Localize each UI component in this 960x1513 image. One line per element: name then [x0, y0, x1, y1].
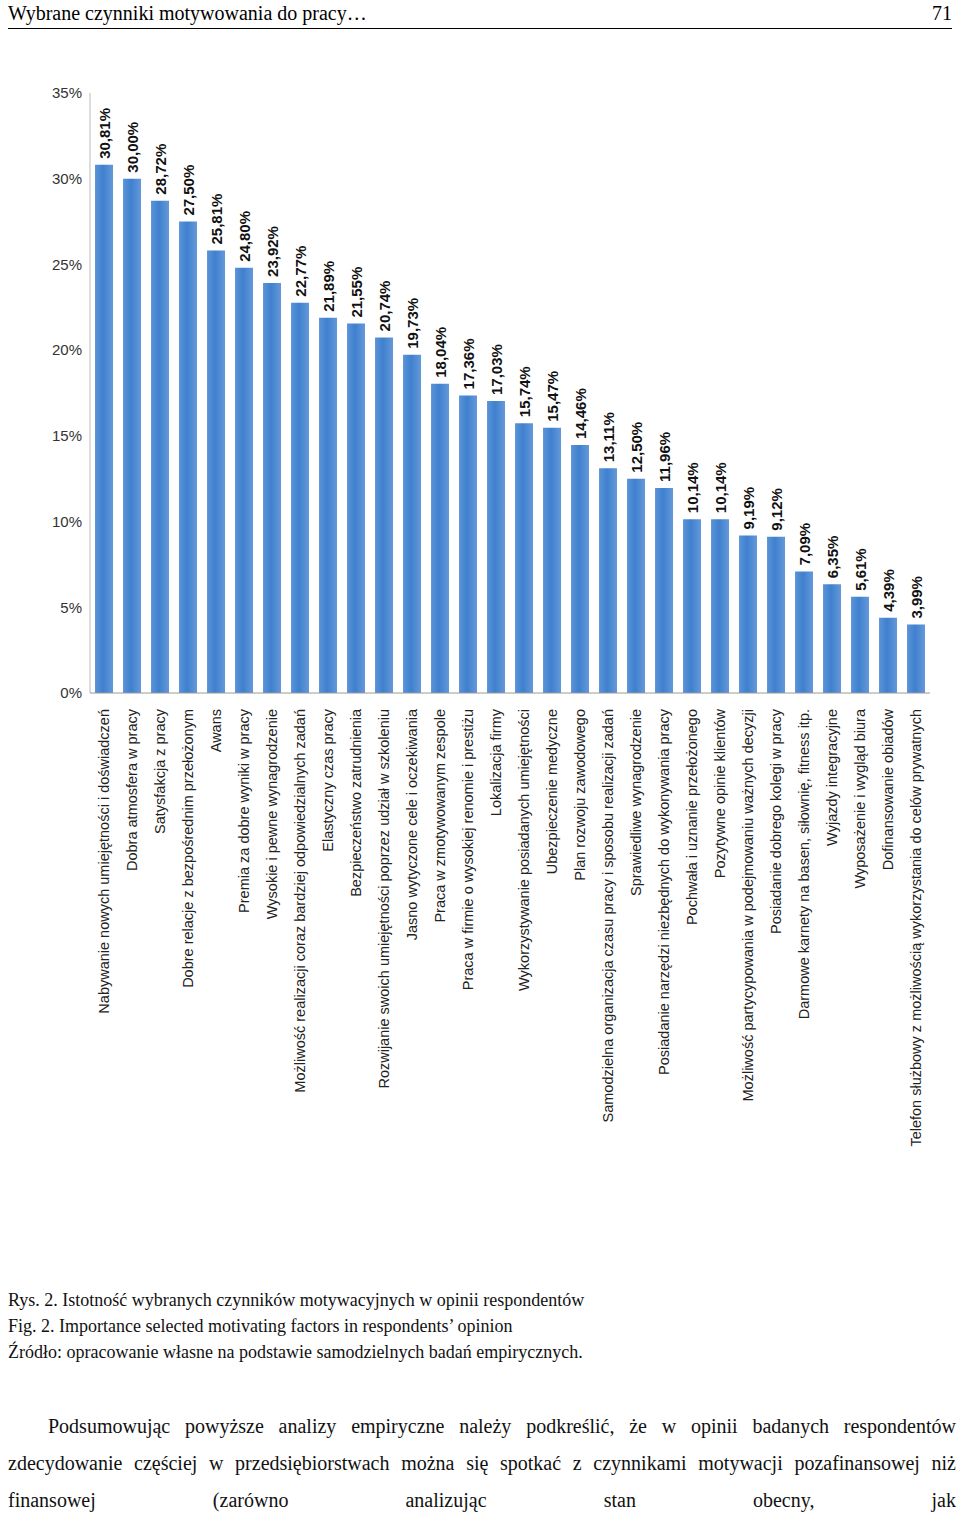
- svg-text:20,74%: 20,74%: [376, 281, 393, 332]
- svg-text:22,77%: 22,77%: [292, 246, 309, 297]
- svg-text:17,36%: 17,36%: [460, 339, 477, 390]
- svg-text:21,55%: 21,55%: [348, 267, 365, 318]
- svg-text:10,14%: 10,14%: [684, 462, 701, 513]
- svg-text:18,04%: 18,04%: [432, 327, 449, 378]
- svg-text:20%: 20%: [52, 341, 82, 358]
- html-text:Podsumowując powyższe analizy: Podsumowując powyższe analizy empiryczne…: [8, 1415, 956, 1511]
- svg-text:Możliwość partycypowania w pod: Możliwość partycypowania w podejmowaniu …: [740, 709, 756, 1101]
- svg-text:Możliwość realizacji coraz bar: Możliwość realizacji coraz bardziej odpo…: [292, 709, 308, 1093]
- svg-text:Sprawiedliwe wynagrodzenie: Sprawiedliwe wynagrodzenie: [628, 709, 644, 896]
- svg-text:Darmowe karnety na basen, siło: Darmowe karnety na basen, siłownię, fitn…: [796, 709, 812, 1019]
- svg-text:15,47%: 15,47%: [544, 371, 561, 422]
- svg-text:14,46%: 14,46%: [572, 388, 589, 439]
- svg-text:13,11%: 13,11%: [600, 412, 617, 462]
- svg-text:Wysokie i pewne wynagrodzenie: Wysokie i pewne wynagrodzenie: [264, 709, 280, 919]
- svg-text:27,50%: 27,50%: [180, 165, 197, 216]
- svg-text:15,74%: 15,74%: [516, 366, 533, 417]
- svg-text:30,00%: 30,00%: [124, 122, 141, 173]
- svg-text:10,14%: 10,14%: [712, 462, 729, 513]
- svg-text:Wyjazdy integracyjne: Wyjazdy integracyjne: [824, 709, 840, 846]
- svg-text:Nabywanie nowych umiejętności: Nabywanie nowych umiejętności i doświadc…: [96, 709, 112, 1014]
- svg-text:Satysfakcja z pracy: Satysfakcja z pracy: [152, 708, 168, 834]
- svg-text:0%: 0%: [60, 684, 82, 701]
- svg-text:4,39%: 4,39%: [880, 569, 897, 612]
- svg-text:Praca w firmie o wysokiej reno: Praca w firmie o wysokiej renomie i pres…: [460, 709, 476, 990]
- svg-text:28,72%: 28,72%: [152, 144, 169, 195]
- html-text:Rys. 2. Istotność wybranych cz: Rys. 2. Istotność wybranych czynników mo…: [8, 1290, 585, 1310]
- html-text:71: 71: [932, 2, 952, 24]
- svg-text:Premia za dobre wyniki w pracy: Premia za dobre wyniki w pracy: [236, 708, 252, 913]
- svg-text:Wyposażenie i wygląd biura: Wyposażenie i wygląd biura: [852, 708, 868, 889]
- html-text:Fig. 2. Importance selected mo: Fig. 2. Importance selected motivating f…: [8, 1316, 513, 1336]
- svg-text:23,92%: 23,92%: [264, 226, 281, 277]
- svg-text:9,12%: 9,12%: [768, 488, 785, 531]
- svg-text:19,73%: 19,73%: [404, 298, 421, 349]
- svg-text:Jasno wytyczone cele i oczekiw: Jasno wytyczone cele i oczekiwania: [404, 708, 420, 940]
- svg-text:Rozwijanie swoich umiejętności: Rozwijanie swoich umiejętności poprzez u…: [376, 709, 392, 1089]
- svg-text:12,50%: 12,50%: [628, 422, 645, 473]
- svg-text:5,61%: 5,61%: [852, 548, 869, 591]
- svg-text:7,09%: 7,09%: [796, 523, 813, 566]
- svg-text:Dobra atmosfera w pracy: Dobra atmosfera w pracy: [124, 708, 140, 871]
- svg-text:25,81%: 25,81%: [208, 194, 225, 245]
- svg-text:Pozytywne opinie klientów: Pozytywne opinie klientów: [712, 708, 728, 878]
- html-text:Źródło: opracowanie własne na: Źródło: opracowanie własne na podstawie …: [8, 1342, 583, 1362]
- svg-text:Dobre relacje z bezpośrednim p: Dobre relacje z bezpośrednim przełożonym: [180, 709, 196, 988]
- svg-text:Wykorzystywanie posiadanych um: Wykorzystywanie posiadanych umiejętności: [516, 709, 532, 991]
- svg-text:Lokalizacja firmy: Lokalizacja firmy: [488, 708, 504, 816]
- svg-text:Elastyczny czas pracy: Elastyczny czas pracy: [320, 708, 336, 851]
- svg-text:35%: 35%: [52, 84, 82, 101]
- svg-text:10%: 10%: [52, 513, 82, 530]
- html-text:Wybrane czynniki motywowania d: Wybrane czynniki motywowania do pracy…: [8, 2, 367, 24]
- svg-text:15%: 15%: [52, 427, 82, 444]
- svg-text:24,80%: 24,80%: [236, 211, 253, 262]
- svg-text:Posiadanie narzędzi niezbędnyc: Posiadanie narzędzi niezbędnych do wykon…: [656, 708, 672, 1075]
- svg-text:30,81%: 30,81%: [96, 108, 113, 159]
- svg-text:Praca w zmotywowanym zespole: Praca w zmotywowanym zespole: [432, 709, 448, 923]
- svg-text:Awans: Awans: [208, 709, 224, 752]
- svg-text:3,99%: 3,99%: [908, 576, 925, 619]
- svg-text:Telefon służbowy z możliwością: Telefon służbowy z możliwością wykorzyst…: [908, 709, 924, 1147]
- svg-text:Pochwała i uznanie przełożoneg: Pochwała i uznanie przełożonego: [684, 709, 700, 925]
- svg-text:11,96%: 11,96%: [656, 432, 673, 482]
- svg-text:17,03%: 17,03%: [488, 344, 505, 395]
- svg-text:25%: 25%: [52, 256, 82, 273]
- svg-text:Bezpieczeństwo zatrudnienia: Bezpieczeństwo zatrudnienia: [348, 708, 364, 897]
- svg-text:9,19%: 9,19%: [740, 487, 757, 530]
- svg-text:Posiadanie dobrego kolegi w pr: Posiadanie dobrego kolegi w pracy: [768, 708, 784, 934]
- svg-text:Dofinansowanie obiadów: Dofinansowanie obiadów: [880, 708, 896, 870]
- svg-text:Ubezpieczenie medyczne: Ubezpieczenie medyczne: [544, 709, 560, 874]
- svg-text:21,89%: 21,89%: [320, 261, 337, 312]
- svg-text:6,35%: 6,35%: [824, 536, 841, 579]
- svg-text:30%: 30%: [52, 170, 82, 187]
- svg-text:Plan rozwoju zawodowego: Plan rozwoju zawodowego: [572, 709, 588, 881]
- svg-text:Samodzielna organizacja czasu: Samodzielna organizacja czasu pracy i sp…: [600, 709, 616, 1122]
- svg-text:5%: 5%: [60, 599, 82, 616]
